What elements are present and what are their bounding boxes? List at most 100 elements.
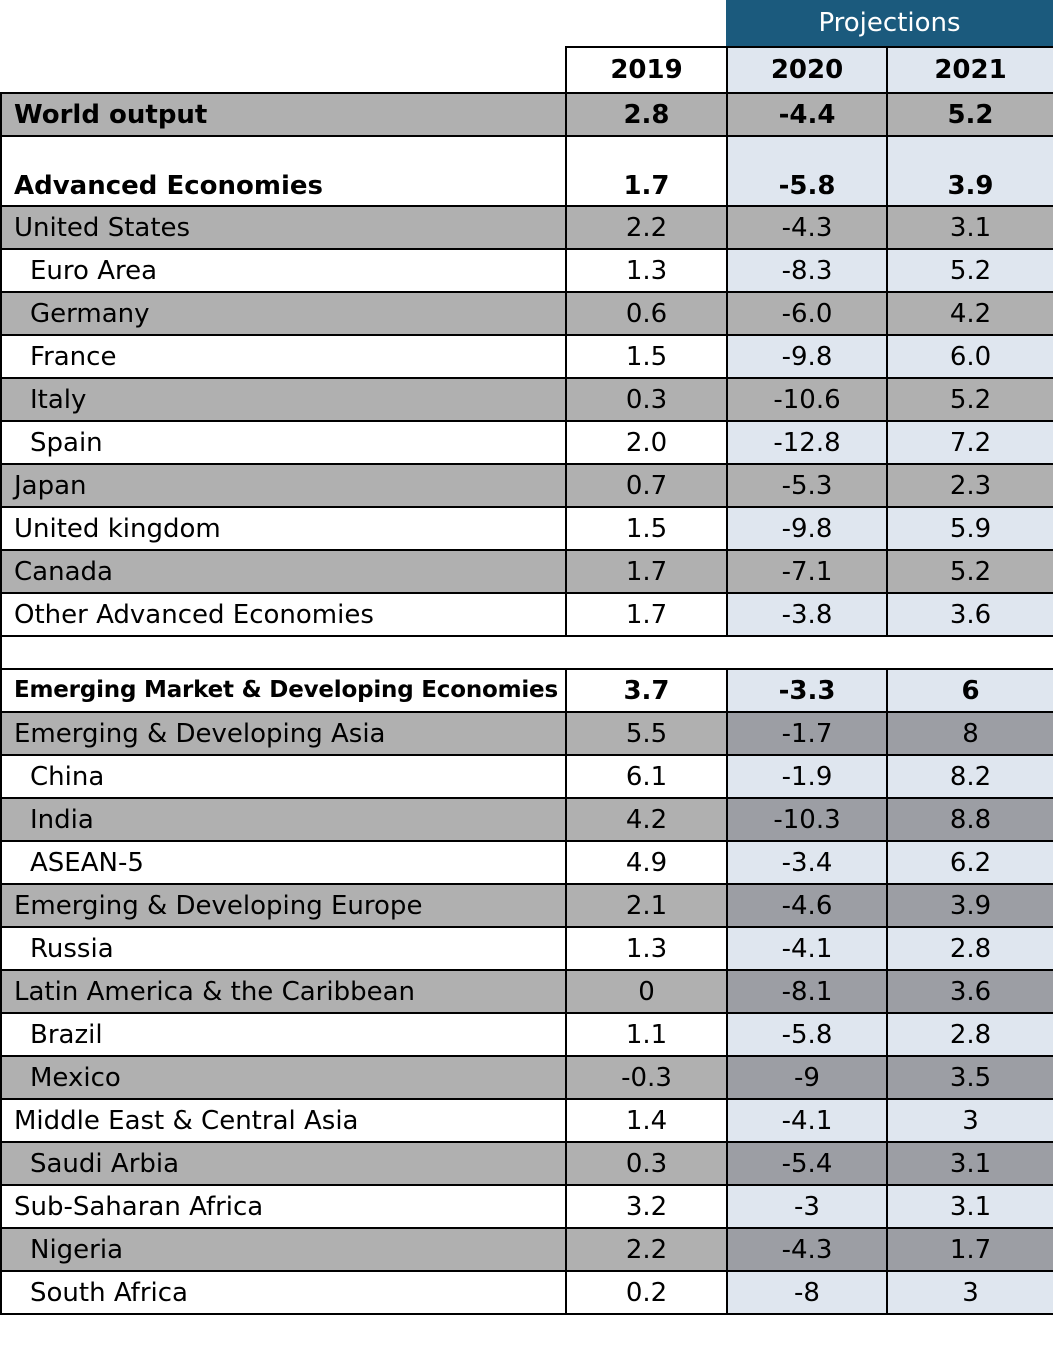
cell-2021: 8.2 xyxy=(886,754,1053,799)
row-label: France xyxy=(0,334,567,379)
table-row: Russia 1.3 -4.1 2.8 xyxy=(0,926,1053,971)
cell-2021: 2.8 xyxy=(886,926,1053,971)
cell-2020: -8.1 xyxy=(726,969,888,1014)
table-spacer-row xyxy=(0,635,1053,670)
table-row: Sub-Saharan Africa 3.2 -3 3.1 xyxy=(0,1184,1053,1229)
table-row: United States 2.2 -4.3 3.1 xyxy=(0,205,1053,250)
cell-2020: -5.8 xyxy=(726,135,888,207)
row-label: Sub-Saharan Africa xyxy=(0,1184,567,1229)
table-row: Italy 0.3 -10.6 5.2 xyxy=(0,377,1053,422)
table-row: Saudi Arbia 0.3 -5.4 3.1 xyxy=(0,1141,1053,1186)
table-row: United kingdom 1.5 -9.8 5.9 xyxy=(0,506,1053,551)
row-label: Germany xyxy=(0,291,567,336)
cell-2019: 0.7 xyxy=(565,463,728,508)
cell-2020: -5.8 xyxy=(726,1012,888,1057)
table-row: Euro Area 1.3 -8.3 5.2 xyxy=(0,248,1053,293)
table-row: Emerging & Developing Europe 2.1 -4.6 3.… xyxy=(0,883,1053,928)
cell-2021: 3 xyxy=(886,1098,1053,1143)
table-row: Spain 2.0 -12.8 7.2 xyxy=(0,420,1053,465)
cell-2019: 2.1 xyxy=(565,883,728,928)
header-year-2020: 2020 xyxy=(726,46,888,94)
table-row: Other Advanced Economies 1.7 -3.8 3.6 xyxy=(0,592,1053,637)
row-label: Emerging & Developing Europe xyxy=(0,883,567,928)
table-row-advanced-economies: Advanced Economies 1.7 -5.8 3.9 xyxy=(0,135,1053,207)
header-blank-cell xyxy=(1,47,567,94)
header-year-2019: 2019 xyxy=(565,46,728,94)
row-label: United States xyxy=(0,205,567,250)
cell-2021: 3.5 xyxy=(886,1055,1053,1100)
cell-2021: 8 xyxy=(886,711,1053,756)
growth-table: 2019 2020 2021 World output 2.8 -4.4 5.2… xyxy=(0,46,1053,1315)
cell-2020: -4.6 xyxy=(726,883,888,928)
row-label: Russia xyxy=(0,926,567,971)
cell-2021: 3.9 xyxy=(886,135,1053,207)
table-row: Germany 0.6 -6.0 4.2 xyxy=(0,291,1053,336)
header-year-2021: 2021 xyxy=(886,46,1053,94)
cell-2020: -6.0 xyxy=(726,291,888,336)
row-label: Brazil xyxy=(0,1012,567,1057)
cell-2019: 4.2 xyxy=(565,797,728,842)
table-row: Mexico -0.3 -9 3.5 xyxy=(0,1055,1053,1100)
cell-2019: 0.6 xyxy=(565,291,728,336)
cell-2020: -3.8 xyxy=(726,592,888,637)
cell-2021: 1.7 xyxy=(886,1227,1053,1272)
table-row: Japan 0.7 -5.3 2.3 xyxy=(0,463,1053,508)
table-row: ASEAN-5 4.9 -3.4 6.2 xyxy=(0,840,1053,885)
cell-2019: 0.3 xyxy=(565,377,728,422)
cell-2019: 4.9 xyxy=(565,840,728,885)
cell-2019: 6.1 xyxy=(565,754,728,799)
row-label: World output xyxy=(0,92,567,137)
row-label: Nigeria xyxy=(0,1227,567,1272)
row-label: ASEAN-5 xyxy=(0,840,567,885)
cell-2021: 5.9 xyxy=(886,506,1053,551)
cell-2021: 3.9 xyxy=(886,883,1053,928)
row-label: Canada xyxy=(0,549,567,594)
cell-2021: 2.3 xyxy=(886,463,1053,508)
cell-2021: 8.8 xyxy=(886,797,1053,842)
cell-2021: 2.8 xyxy=(886,1012,1053,1057)
cell-2019: 2.2 xyxy=(565,205,728,250)
cell-2020: -3.4 xyxy=(726,840,888,885)
cell-2020: -3.3 xyxy=(726,668,888,713)
table-row: Canada 1.7 -7.1 5.2 xyxy=(0,549,1053,594)
cell-2020: -9 xyxy=(726,1055,888,1100)
cell-2020: -8.3 xyxy=(726,248,888,293)
row-label: Japan xyxy=(0,463,567,508)
row-label: South Africa xyxy=(0,1270,567,1315)
table-row: Nigeria 2.2 -4.3 1.7 xyxy=(0,1227,1053,1272)
row-label: Middle East & Central Asia xyxy=(0,1098,567,1143)
spacer-cell xyxy=(0,635,1053,670)
cell-2019: 1.3 xyxy=(565,248,728,293)
row-label: Italy xyxy=(0,377,567,422)
header-row: 2019 2020 2021 xyxy=(1,46,1053,94)
cell-2020: -9.8 xyxy=(726,506,888,551)
row-label: Emerging Market & Developing Economies xyxy=(0,668,567,713)
cell-2021: 3 xyxy=(886,1270,1053,1315)
cell-2020: -4.1 xyxy=(726,1098,888,1143)
table-row-world-output: World output 2.8 -4.4 5.2 xyxy=(0,92,1053,137)
cell-2021: 3.6 xyxy=(886,592,1053,637)
cell-2020: -8 xyxy=(726,1270,888,1315)
table-row: China 6.1 -1.9 8.2 xyxy=(0,754,1053,799)
row-label: United kingdom xyxy=(0,506,567,551)
cell-2019: 5.5 xyxy=(565,711,728,756)
cell-2021: 6.0 xyxy=(886,334,1053,379)
cell-2019: 1.5 xyxy=(565,334,728,379)
row-label: Saudi Arbia xyxy=(0,1141,567,1186)
cell-2020: -4.4 xyxy=(726,92,888,137)
cell-2021: 3.6 xyxy=(886,969,1053,1014)
cell-2019: 1.1 xyxy=(565,1012,728,1057)
table-row: Latin America & the Caribbean 0 -8.1 3.6 xyxy=(0,969,1053,1014)
cell-2019: -0.3 xyxy=(565,1055,728,1100)
cell-2021: 5.2 xyxy=(886,248,1053,293)
projections-header: Projections xyxy=(726,0,1053,46)
cell-2020: -4.1 xyxy=(726,926,888,971)
row-label: China xyxy=(0,754,567,799)
cell-2019: 0 xyxy=(565,969,728,1014)
cell-2019: 1.3 xyxy=(565,926,728,971)
cell-2021: 7.2 xyxy=(886,420,1053,465)
cell-2020: -9.8 xyxy=(726,334,888,379)
cell-2021: 5.2 xyxy=(886,92,1053,137)
cell-2020: -1.9 xyxy=(726,754,888,799)
cell-2020: -5.3 xyxy=(726,463,888,508)
